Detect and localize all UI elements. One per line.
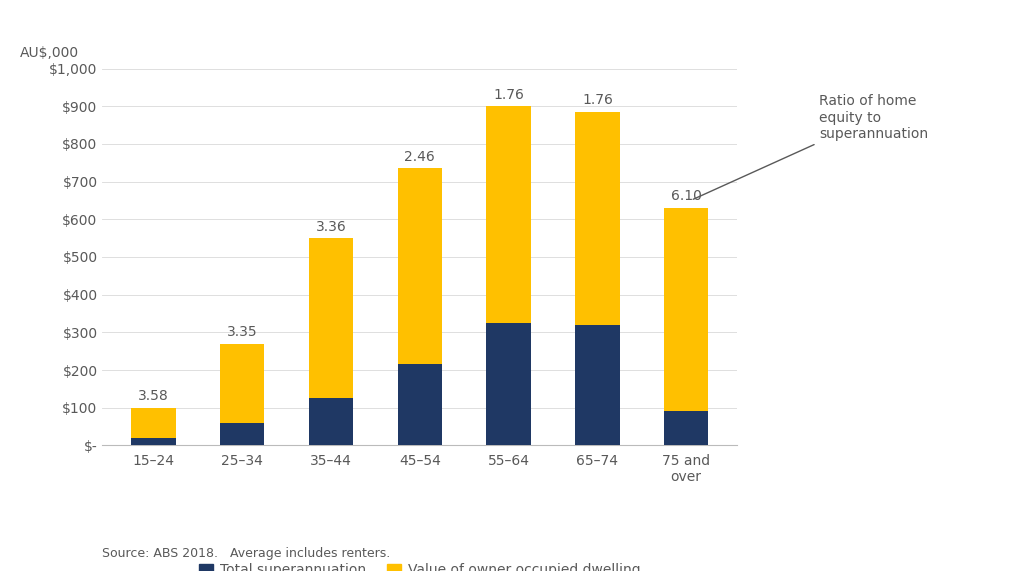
Text: 6.10: 6.10 <box>671 190 701 203</box>
Bar <box>664 412 709 445</box>
Bar <box>397 364 442 445</box>
Bar <box>575 325 620 445</box>
Text: AU$,000: AU$,000 <box>19 46 79 60</box>
Bar <box>309 238 353 399</box>
Bar <box>397 168 442 364</box>
Bar <box>220 344 264 423</box>
Text: 1.76: 1.76 <box>582 93 613 107</box>
Bar <box>309 399 353 445</box>
Bar <box>575 112 620 325</box>
Bar <box>131 438 176 445</box>
Text: Source: ABS 2018.   Average includes renters.: Source: ABS 2018. Average includes rente… <box>102 546 390 560</box>
Text: Ratio of home
equity to
superannuation: Ratio of home equity to superannuation <box>693 94 929 199</box>
Bar <box>664 208 709 412</box>
Text: 3.58: 3.58 <box>138 389 169 403</box>
Legend: Total superannuation, Value of owner occupied dwelling: Total superannuation, Value of owner occ… <box>194 558 646 571</box>
Text: 3.35: 3.35 <box>227 325 258 339</box>
Bar <box>220 423 264 445</box>
Bar <box>486 106 530 323</box>
Text: 2.46: 2.46 <box>404 150 435 164</box>
Text: 3.36: 3.36 <box>315 220 346 234</box>
Text: 1.76: 1.76 <box>494 88 524 102</box>
Bar <box>486 323 530 445</box>
Bar <box>131 408 176 438</box>
